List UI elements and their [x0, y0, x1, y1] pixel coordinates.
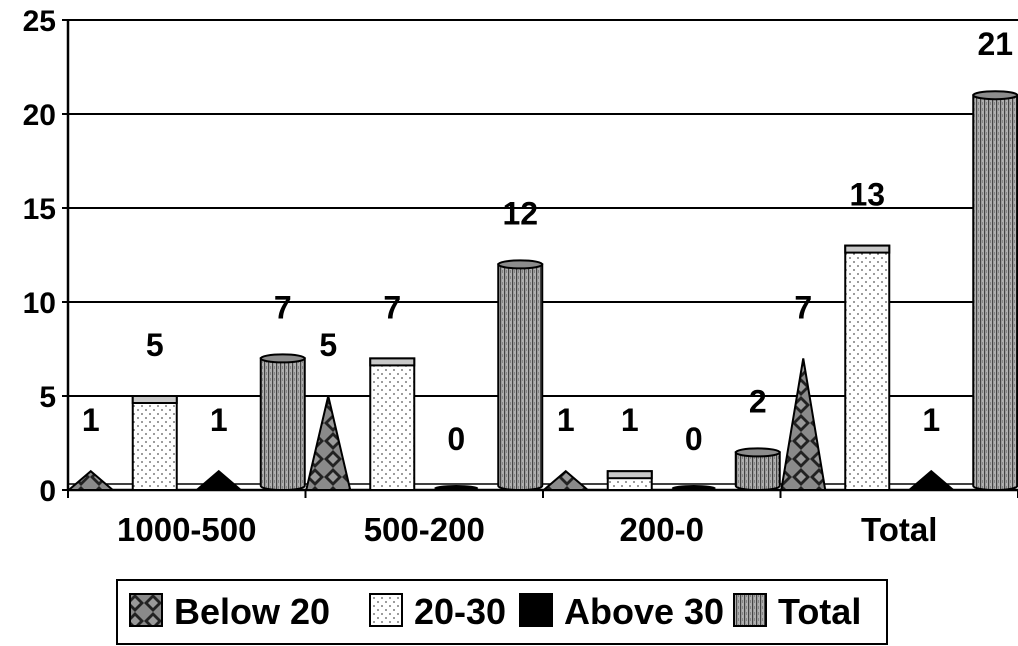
legend-label: 20-30: [414, 591, 506, 632]
data-label: 5: [146, 327, 164, 363]
data-label: 0: [685, 421, 703, 457]
bar-20-30: [369, 357, 416, 491]
bar-above-30: [906, 469, 956, 491]
y-tick-label: 5: [39, 381, 56, 414]
bar-20-30: [844, 244, 891, 491]
legend-entry: Total: [733, 591, 861, 632]
data-label: 1: [557, 402, 575, 438]
legend-swatch: [129, 593, 163, 627]
legend-swatch: [519, 593, 553, 627]
data-label: 13: [849, 177, 885, 213]
bar-below-20: [66, 469, 116, 491]
bar-below-20: [304, 395, 352, 491]
bar-above-30: [194, 469, 244, 491]
data-label: 1: [922, 402, 940, 438]
y-tick-label: 10: [23, 287, 56, 320]
data-label: 1: [210, 402, 228, 438]
data-label: 7: [274, 289, 292, 325]
data-label: 7: [794, 289, 812, 325]
data-label: 7: [383, 289, 401, 325]
legend-swatch: [369, 593, 403, 627]
legend-label: Total: [778, 591, 861, 632]
bar-total: [259, 353, 306, 491]
bar-total: [734, 447, 781, 491]
data-label: 12: [502, 195, 538, 231]
y-tick-label: 25: [23, 5, 56, 38]
bar-total: [972, 90, 1018, 491]
bar-below-20: [780, 358, 827, 491]
bar-above-30: [434, 485, 479, 491]
y-tick-label: 0: [39, 475, 56, 508]
data-label: 0: [447, 421, 465, 457]
y-tick-label: 15: [23, 193, 56, 226]
data-label: 5: [319, 327, 337, 363]
legend-label: Below 20: [174, 591, 330, 632]
legend-swatch: [733, 593, 767, 627]
y-tick-label: 20: [23, 99, 56, 132]
x-tick-label: 1000-500: [117, 511, 256, 548]
legend-entry: 20-30: [369, 591, 506, 632]
bar-above-30: [671, 485, 716, 491]
legend: Below 20 20-30 Above 30 Total: [116, 579, 888, 645]
bar-total: [497, 259, 544, 491]
data-label: 21: [977, 26, 1013, 62]
plot-marks: [66, 90, 1018, 492]
x-axis: 1000-500 500-200 200-0 Total: [67, 488, 1018, 548]
bar-below-20: [541, 469, 591, 491]
bar-20-30: [606, 470, 653, 492]
data-label: 1: [82, 402, 100, 438]
x-tick-label: 500-200: [364, 511, 485, 548]
legend-label: Above 30: [564, 591, 724, 632]
data-label: 1: [621, 402, 639, 438]
y-axis: 0 5 10 15 20 25: [23, 5, 70, 508]
x-tick-label: Total: [861, 511, 937, 548]
bar-20-30: [131, 395, 178, 491]
data-label: 2: [749, 383, 767, 419]
x-tick-label: 200-0: [620, 511, 704, 548]
legend-entry: Above 30: [519, 591, 724, 632]
legend-entry: Below 20: [129, 591, 330, 632]
